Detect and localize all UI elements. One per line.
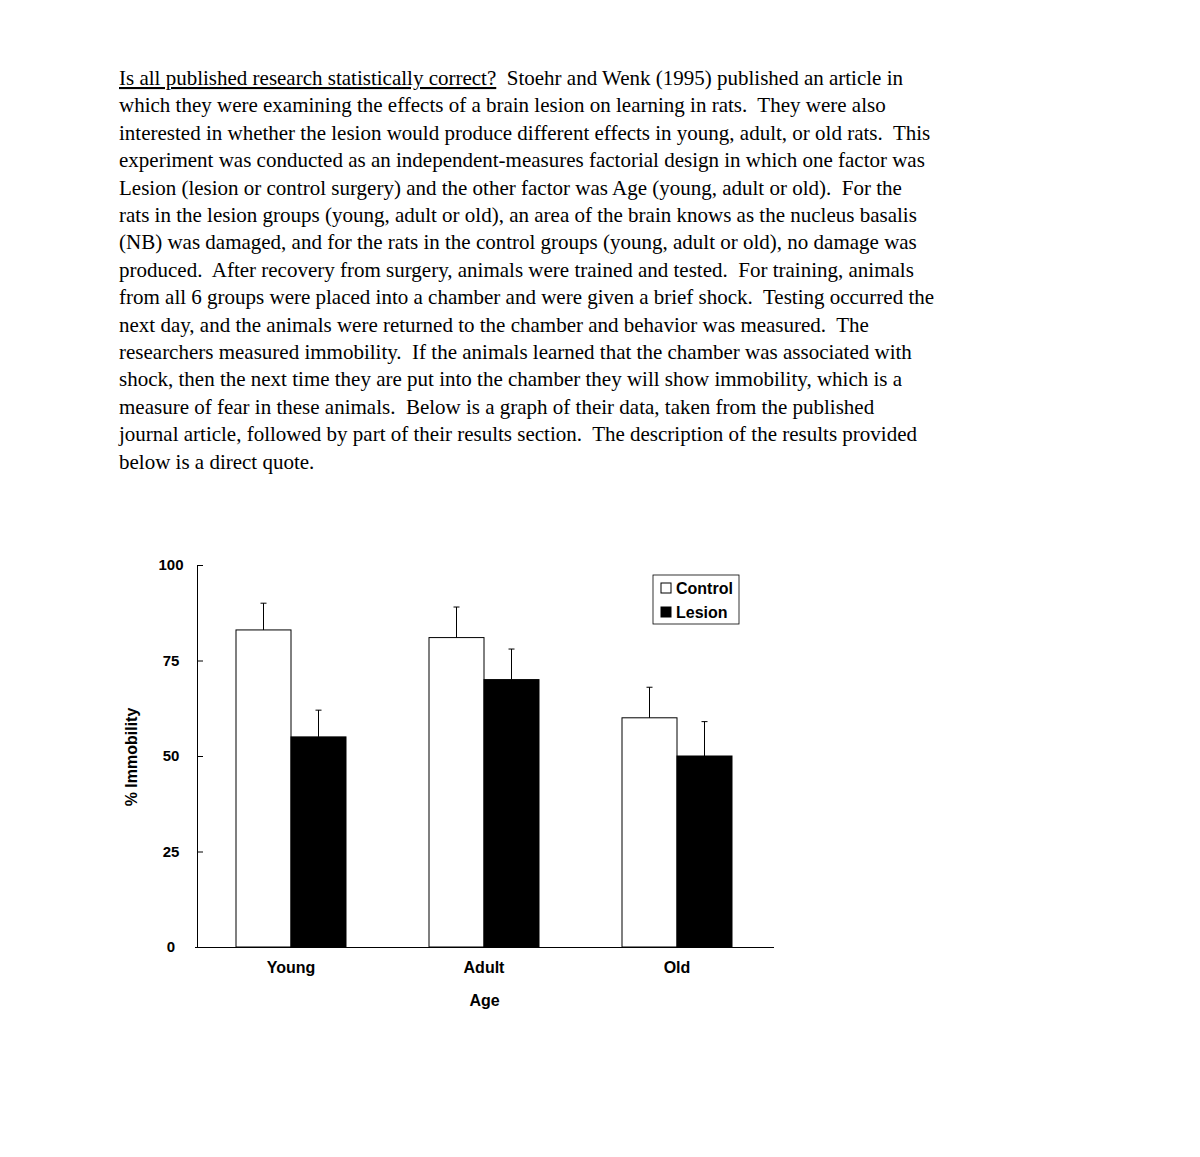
error-bar bbox=[261, 603, 267, 630]
error-line bbox=[704, 722, 705, 756]
text-line: shock, then the next time they are put i… bbox=[119, 367, 903, 391]
error-cap bbox=[702, 721, 708, 722]
text-line: Is all published research statistically … bbox=[119, 66, 904, 90]
text-line: rats in the lesion groups (young, adult … bbox=[119, 203, 917, 227]
text-line: produced. After recovery from surgery, a… bbox=[119, 258, 914, 282]
bar-series bbox=[291, 649, 732, 947]
tick: 75 bbox=[163, 652, 203, 669]
legend-label: Control bbox=[676, 580, 733, 597]
text-line: next day, and the animals were returned … bbox=[119, 313, 869, 337]
intro-text: Is all published research statistically … bbox=[118, 66, 934, 474]
text-line: measure of fear in these animals. Below … bbox=[119, 395, 875, 419]
tick-mark bbox=[197, 756, 203, 757]
text-line: interested in whether the lesion would p… bbox=[119, 121, 930, 145]
tick-label: 75 bbox=[163, 652, 180, 669]
tick-label: Adult bbox=[464, 959, 506, 976]
tick: Young bbox=[267, 959, 316, 976]
tick-mark bbox=[197, 852, 203, 853]
text-line: (NB) was damaged, and for the rats in th… bbox=[119, 230, 917, 254]
text-line: which they were examining the effects of… bbox=[119, 93, 886, 117]
bar bbox=[236, 630, 291, 947]
y-axis-title: % Immobility bbox=[123, 708, 140, 807]
x-axis: Young Adult Old bbox=[195, 948, 774, 977]
tick: 25 bbox=[163, 843, 203, 860]
legend: Control Lesion bbox=[653, 575, 739, 624]
tick: Adult bbox=[464, 959, 506, 976]
legend-label: Lesion bbox=[676, 604, 728, 621]
tick-label: 100 bbox=[158, 556, 183, 573]
bar-series bbox=[236, 603, 677, 947]
tick: 0 bbox=[167, 938, 203, 955]
tick-label: Old bbox=[664, 959, 691, 976]
error-cap bbox=[261, 603, 267, 604]
error-bar bbox=[509, 649, 515, 680]
tick-label: 50 bbox=[163, 747, 180, 764]
error-bar bbox=[702, 722, 708, 756]
bar bbox=[622, 718, 677, 947]
chart: 0 25 50 75 100 Young Adult Old Age % Immobility Co… bbox=[123, 556, 774, 1009]
error-line bbox=[456, 607, 457, 638]
tick-label: Young bbox=[267, 959, 316, 976]
text-line: experiment was conducted as an independe… bbox=[119, 148, 925, 172]
bar bbox=[677, 756, 732, 947]
bar bbox=[291, 737, 346, 947]
plot-area bbox=[236, 603, 732, 947]
text-line: journal article, followed by part of the… bbox=[118, 422, 917, 446]
error-cap bbox=[509, 649, 515, 650]
error-line bbox=[511, 649, 512, 680]
tick-mark bbox=[197, 661, 203, 662]
error-bar bbox=[454, 607, 460, 638]
error-cap bbox=[454, 607, 460, 608]
x-axis-title: Age bbox=[469, 992, 499, 1009]
tick-mark bbox=[197, 565, 203, 566]
axis-line bbox=[195, 947, 774, 948]
legend-swatch bbox=[661, 607, 671, 617]
tick-label: 0 bbox=[167, 938, 175, 955]
error-line bbox=[263, 603, 264, 630]
legend-box bbox=[653, 575, 739, 624]
error-cap bbox=[647, 687, 653, 688]
error-line bbox=[649, 687, 650, 718]
tick: Old bbox=[664, 959, 691, 976]
error-bar bbox=[647, 687, 653, 718]
bar bbox=[429, 638, 484, 947]
text-line: Lesion (lesion or control surgery) and t… bbox=[119, 176, 902, 200]
text-line: below is a direct quote. bbox=[119, 450, 314, 474]
error-bar bbox=[316, 710, 322, 737]
heading: Is all published research statistically … bbox=[119, 66, 496, 90]
bar bbox=[484, 680, 539, 947]
text-line: from all 6 groups were placed into a cha… bbox=[119, 285, 934, 309]
tick-label: 25 bbox=[163, 843, 180, 860]
tick: 50 bbox=[163, 747, 203, 764]
legend-swatch bbox=[661, 583, 671, 593]
error-cap bbox=[316, 710, 322, 711]
error-line bbox=[318, 710, 319, 737]
y-axis: 0 25 50 75 100 bbox=[158, 556, 203, 955]
text-line: Stoehr and Wenk (1995) published an arti… bbox=[496, 66, 903, 90]
text-line: researchers measured immobility. If the … bbox=[119, 340, 912, 364]
tick: 100 bbox=[158, 556, 203, 573]
page: Is all published research statistically … bbox=[0, 0, 1200, 1157]
